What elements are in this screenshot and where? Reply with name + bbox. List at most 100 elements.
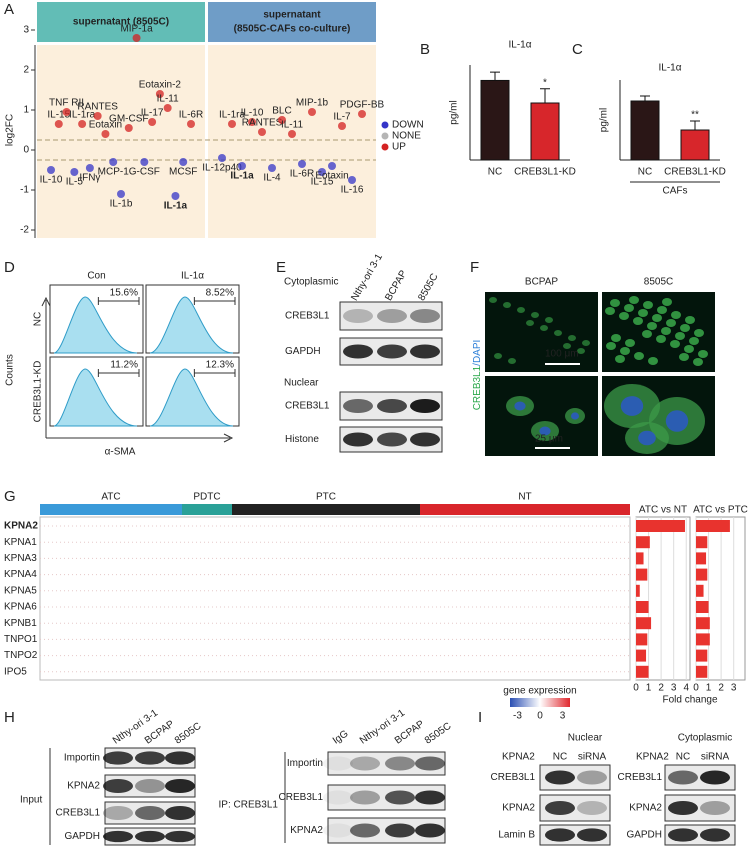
data-point	[258, 128, 266, 136]
blot-label: Lamin B	[498, 830, 535, 841]
point-label: IL-6R	[179, 110, 203, 121]
panel-letter: A	[4, 1, 14, 18]
heatmap-area	[39, 516, 631, 681]
section-title: Nuclear	[284, 378, 319, 389]
group-label: PTC	[316, 492, 336, 503]
point-label: MCP-1	[98, 167, 130, 178]
point-label: IL-17	[141, 108, 164, 119]
nucleus	[539, 426, 551, 436]
y-tick-label: -1	[20, 185, 29, 196]
factor-label: KPNA2	[636, 752, 669, 763]
point-label: Eotaxin-2	[139, 80, 182, 91]
gate	[97, 297, 140, 305]
band	[668, 770, 698, 785]
bar	[636, 552, 644, 565]
band	[577, 828, 607, 842]
condition-label: siRNA	[701, 752, 730, 763]
legend-label: NONE	[392, 131, 421, 142]
band	[545, 828, 575, 842]
data-point	[101, 130, 110, 138]
bar	[696, 584, 704, 597]
point-label: MCSF	[169, 167, 197, 178]
band	[415, 790, 445, 805]
point-label: IL-6R	[290, 169, 314, 180]
data-point	[109, 158, 118, 166]
bar	[696, 617, 710, 630]
error-bar	[640, 95, 650, 101]
cell	[489, 297, 497, 303]
data-point	[348, 176, 356, 184]
colorbar-title: gene expression	[503, 686, 576, 697]
band	[135, 806, 165, 820]
data-point	[70, 168, 79, 176]
bar	[680, 129, 710, 161]
bar	[636, 601, 649, 613]
cell	[554, 330, 562, 336]
cell	[689, 337, 699, 345]
cell	[693, 358, 703, 366]
band	[410, 309, 440, 323]
panel-letter: E	[276, 259, 286, 276]
point-label: Eotaxin	[89, 120, 122, 131]
cell	[671, 311, 681, 319]
band	[103, 806, 133, 820]
x-tick-label: NC	[488, 167, 502, 178]
cell	[615, 355, 625, 363]
blot-title: Nuclear	[568, 733, 603, 744]
facet-bg	[208, 45, 376, 238]
cell	[675, 332, 685, 340]
cell	[526, 320, 534, 326]
data-point	[171, 192, 180, 200]
data-point	[47, 166, 55, 174]
band	[385, 823, 415, 838]
legend-label: DOWN	[392, 120, 424, 131]
panel-letter: I	[478, 709, 482, 726]
cell	[647, 322, 657, 330]
cell	[606, 342, 616, 350]
x-tick-label: 1	[706, 683, 712, 694]
cell	[563, 343, 571, 349]
data-point	[308, 108, 316, 116]
blot-label: CREB3L1	[56, 808, 101, 819]
cell	[508, 358, 516, 364]
gate-percentage: 11.2%	[110, 360, 138, 371]
lane-label: IgG	[331, 728, 351, 746]
row-label: KPNA2	[4, 521, 38, 532]
facet-header	[208, 2, 376, 42]
bar	[636, 536, 650, 549]
section-title: Cytoplasmic	[284, 277, 338, 288]
row-label: KPNA1	[4, 537, 37, 548]
data-point	[218, 154, 226, 162]
bar	[480, 79, 510, 161]
band	[343, 399, 373, 413]
data-point	[298, 160, 306, 168]
band	[545, 801, 575, 815]
bar	[636, 665, 649, 678]
blot-label: CREB3L1	[618, 772, 663, 783]
group-label: NT	[518, 492, 531, 503]
bar	[636, 568, 648, 581]
x-tick-label: 3	[731, 683, 737, 694]
band	[377, 399, 407, 413]
band	[385, 790, 415, 805]
cell	[625, 339, 635, 347]
bar	[696, 633, 710, 646]
point-label: IL-4	[263, 173, 281, 184]
panel-letter: F	[470, 259, 479, 276]
x-tick-label: CREB3L1-KD	[514, 167, 576, 178]
colorbar-tick: 3	[560, 711, 566, 722]
data-point	[62, 108, 71, 116]
bar	[696, 568, 708, 581]
blot-label: CREB3L1	[491, 772, 536, 783]
point-label: IL-1ra	[69, 110, 96, 121]
band	[410, 344, 440, 359]
row-label: IPO5	[4, 666, 27, 677]
data-point	[124, 124, 133, 132]
data-point	[268, 164, 276, 172]
bar	[696, 520, 730, 532]
cell	[648, 357, 658, 365]
colorbar-tick: -3	[513, 711, 522, 722]
cell	[517, 307, 525, 313]
y-tick-label: 2	[23, 65, 29, 76]
band	[165, 830, 195, 843]
